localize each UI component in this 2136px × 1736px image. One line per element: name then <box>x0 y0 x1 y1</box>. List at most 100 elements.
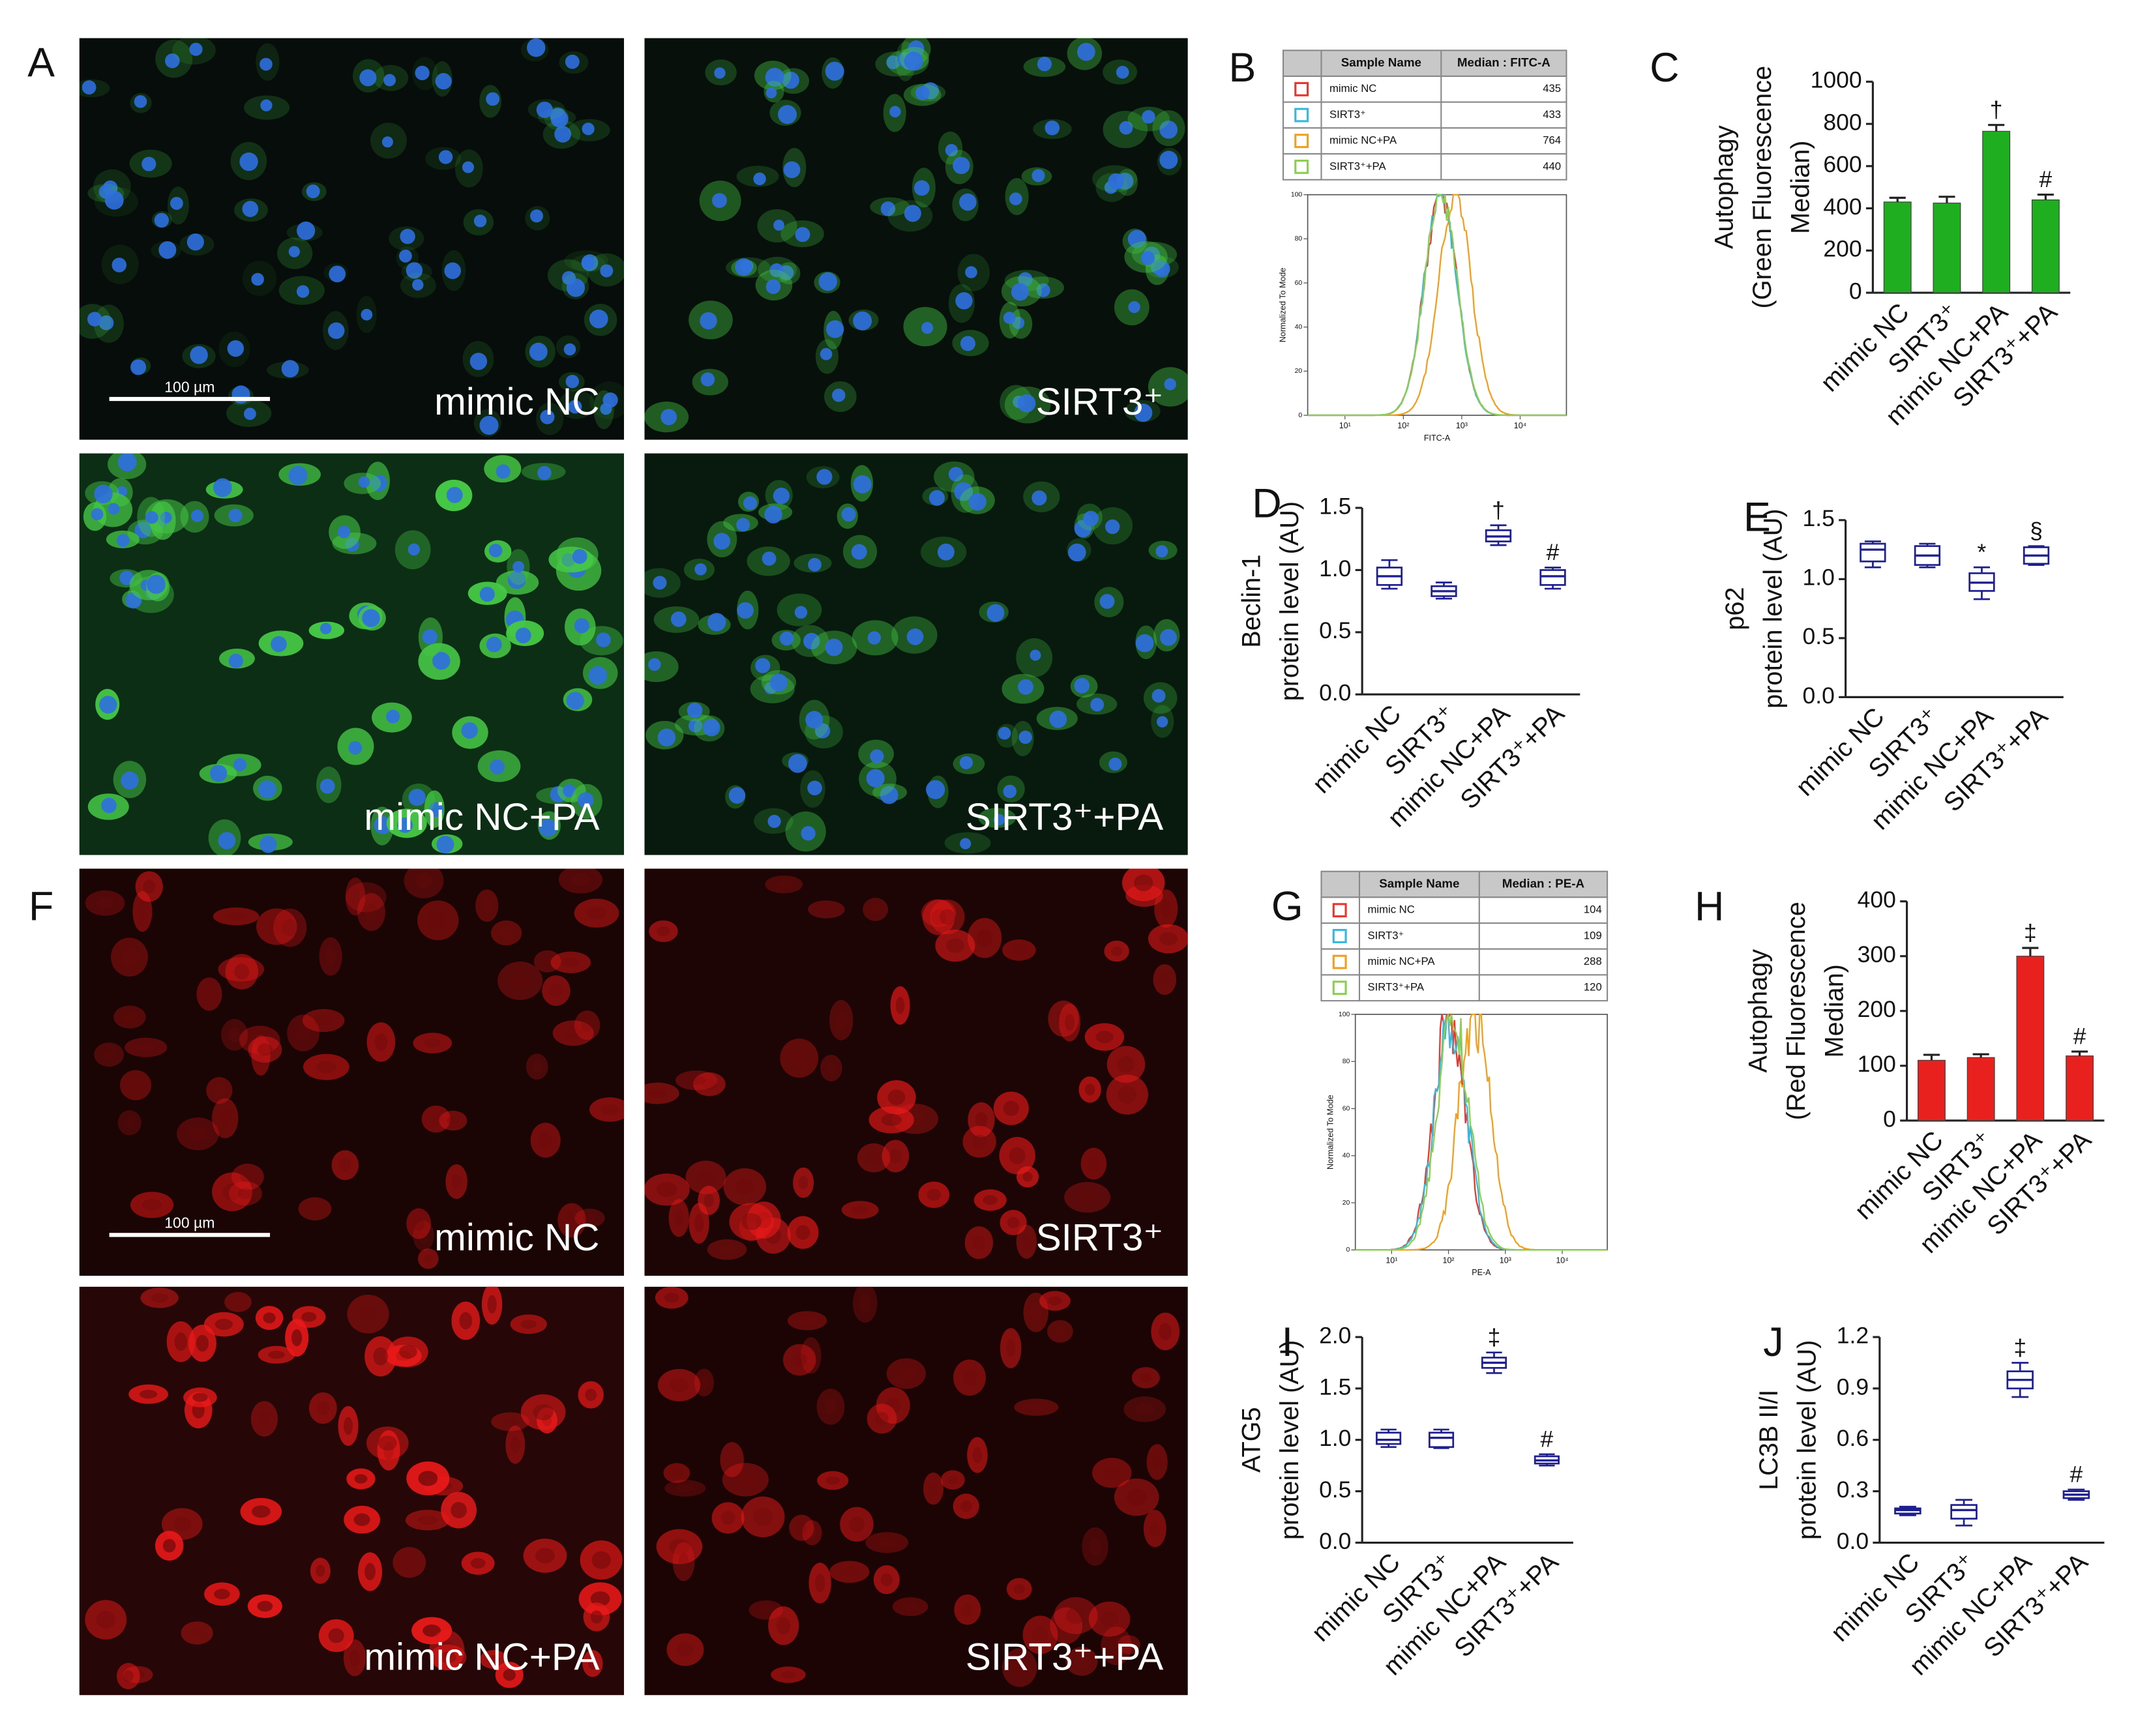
nucleus <box>1160 628 1177 646</box>
nucleus <box>904 205 921 222</box>
cell-core <box>795 1225 810 1240</box>
cell-core <box>402 1555 417 1570</box>
cell <box>802 1520 822 1546</box>
nucleus <box>1157 716 1168 728</box>
nucleus <box>260 836 277 853</box>
nucleus <box>381 136 393 148</box>
y-tick-label: 0.9 <box>1837 1374 1869 1400</box>
row-color-marker <box>1332 928 1347 943</box>
cell-core <box>282 919 298 937</box>
cell-core <box>417 1515 438 1525</box>
cell-core <box>946 938 964 953</box>
cell <box>655 1286 689 1309</box>
nucleus <box>565 374 580 389</box>
y-tick-label: 0.0 <box>1837 1528 1869 1554</box>
nucleus <box>1017 394 1036 413</box>
y-axis-label: p62 <box>1721 587 1749 630</box>
cell <box>918 1181 950 1209</box>
cell <box>1104 940 1129 962</box>
nucleus <box>361 308 373 321</box>
cell <box>729 1203 774 1241</box>
nucleus <box>158 241 177 259</box>
cell-core <box>877 1538 897 1548</box>
panel-label: F <box>29 884 53 930</box>
cell-core <box>481 898 492 913</box>
nucleus <box>479 415 499 435</box>
cell <box>968 1102 995 1138</box>
nucleus <box>271 636 287 653</box>
y-tick-label: 1.5 <box>1803 505 1835 531</box>
nucleus <box>954 482 973 501</box>
y-tick-label: 1.5 <box>1319 1374 1351 1400</box>
nucleus <box>968 493 986 511</box>
nucleus <box>1009 192 1022 205</box>
micrograph-label: mimic NC+PA <box>364 1636 599 1678</box>
nucleus <box>769 263 784 278</box>
cell-core <box>138 902 147 921</box>
nucleus <box>648 658 661 671</box>
nucleus <box>960 336 975 351</box>
nucleus <box>825 638 843 656</box>
x-tick-label: 10⁴ <box>1514 421 1526 430</box>
nucleus <box>1108 173 1125 190</box>
micrograph <box>644 38 1188 440</box>
nucleus <box>111 257 127 272</box>
cell <box>964 1226 994 1259</box>
y-axis-label: LC3B II/I <box>1755 1390 1783 1490</box>
y-tick-label: 600 <box>1823 151 1862 177</box>
cell <box>256 908 297 945</box>
significance-mark: # <box>1541 1426 1554 1452</box>
cell-core <box>1084 1083 1095 1096</box>
nucleus <box>998 726 1011 740</box>
cell <box>331 1150 359 1181</box>
cell-core <box>806 1347 816 1364</box>
cell-core <box>718 1244 736 1254</box>
cell-core <box>790 1049 808 1067</box>
cell <box>347 1295 389 1334</box>
x-tick-label: 10² <box>1397 421 1409 430</box>
cell <box>1148 924 1188 954</box>
cell <box>768 1606 799 1645</box>
nucleus <box>473 214 487 228</box>
cell-core <box>1059 1617 1074 1634</box>
cell-core <box>423 1624 441 1637</box>
nucleus <box>735 258 753 276</box>
table-header <box>1320 870 1609 898</box>
cell <box>840 1507 874 1542</box>
cell-core <box>122 1012 138 1023</box>
nucleus <box>134 95 147 108</box>
nucleus <box>803 632 820 650</box>
cell-core <box>228 1027 241 1042</box>
cell <box>302 1008 345 1033</box>
nucleus <box>795 227 810 243</box>
nucleus <box>773 220 784 231</box>
cell-core <box>139 1389 158 1399</box>
nucleus <box>288 465 308 485</box>
cell-core <box>881 1113 902 1126</box>
y-axis-label: Autophagy <box>1744 949 1773 1073</box>
nucleus <box>841 507 856 522</box>
cell <box>224 1291 252 1312</box>
nucleus <box>1135 634 1154 653</box>
cell-core <box>263 1312 276 1323</box>
cell-core <box>190 1627 205 1638</box>
cell-core <box>1123 1640 1135 1649</box>
cell <box>287 1014 319 1052</box>
micrograph-label: SIRT3⁺+PA <box>966 1636 1163 1678</box>
micrograph-label: mimic NC+PA <box>364 796 599 838</box>
cell-core <box>535 1548 555 1564</box>
cell <box>1146 1444 1168 1480</box>
nucleus <box>408 788 426 806</box>
panel-label: C <box>1650 45 1679 91</box>
cell-core <box>215 1319 233 1330</box>
cell-core <box>961 1602 973 1617</box>
cell-core <box>162 1538 176 1553</box>
bar <box>1966 1057 1995 1121</box>
y-axis-label: protein level (AU) <box>1793 1340 1822 1539</box>
cell-core <box>977 928 992 947</box>
table-cell: SIRT3⁺+PA <box>1367 981 1424 993</box>
cell-core <box>735 1178 755 1196</box>
cell <box>1065 1647 1098 1676</box>
table-cell: mimic NC+PA <box>1367 955 1435 967</box>
cell <box>273 908 307 947</box>
